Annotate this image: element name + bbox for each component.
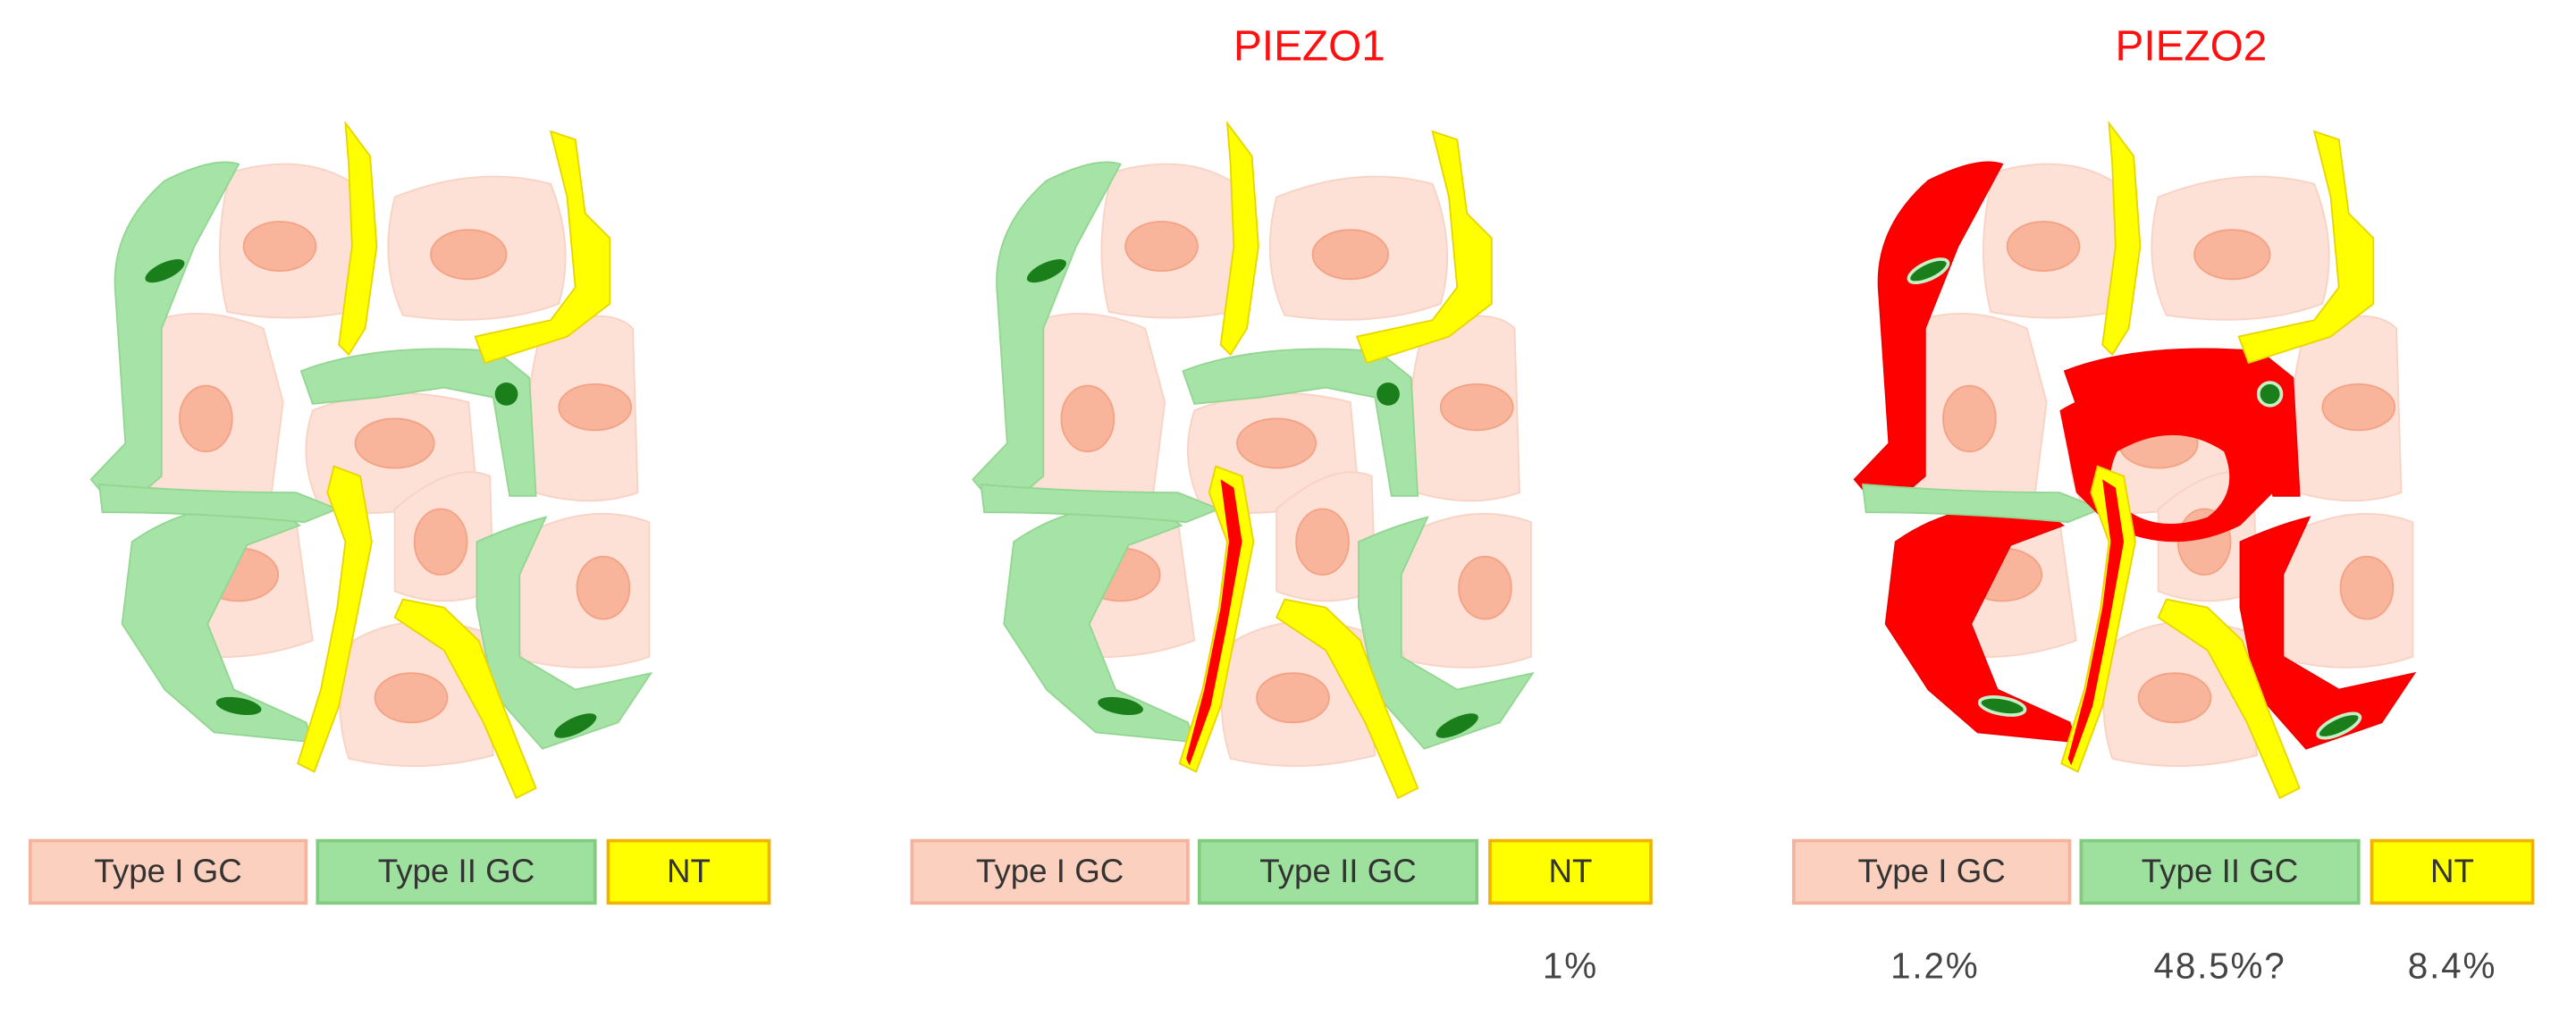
type-ii-nucleus [2316, 711, 2362, 740]
type-i-nucleus [1060, 384, 1115, 453]
nerve-terminal [393, 598, 537, 800]
percentage: 8.4% [2408, 946, 2496, 987]
nerve-terminal [338, 120, 378, 357]
type-ii-cell [97, 483, 340, 524]
type-ii-cell [1861, 483, 2103, 524]
type-i-nucleus [354, 417, 435, 469]
nerve-terminal [1219, 120, 1259, 357]
piezo-nerve-label [1186, 479, 1242, 766]
nerve-terminal [1275, 598, 1419, 800]
nerve-terminal [2157, 598, 2301, 800]
type-ii-nucleus [1907, 257, 1950, 285]
legend-label: Type I GC [976, 853, 1124, 889]
cell-cluster [89, 120, 653, 800]
type-i-nucleus [1439, 383, 1514, 432]
percentage: 48.5%? [2154, 946, 2286, 987]
type-ii-nucleus [145, 259, 185, 283]
type-ii-nucleus [2256, 381, 2284, 408]
legend-label: Type I GC [94, 853, 241, 889]
type-i-nucleus [1942, 384, 1997, 453]
type-ii-nucleus [1098, 696, 1143, 716]
type-ii-cell [1182, 348, 1419, 497]
type-i-nucleus [1311, 229, 1389, 281]
type-i-nucleus [1124, 221, 1199, 273]
nerve-terminal [1355, 130, 1493, 365]
legend-box [1791, 838, 2072, 905]
type-i-nucleus [2339, 555, 2395, 620]
legend-box [28, 838, 308, 905]
cell-cluster [1853, 120, 2417, 800]
type-ii-nucleus [1977, 695, 2027, 717]
legend-label: Type II GC [378, 853, 535, 889]
panel-title: PIEZO1 [1233, 23, 1385, 71]
type-ii-nucleus [494, 383, 518, 406]
type-i-nucleus [1295, 508, 1350, 576]
type-i-nucleus [1256, 672, 1330, 724]
type-i-nucleus [413, 508, 468, 576]
type-ii-cell [980, 483, 1222, 524]
percentage: 1% [1543, 946, 1598, 987]
legend-box [606, 838, 771, 905]
panel-title: PIEZO2 [2115, 23, 2267, 71]
type-ii-nucleus [1376, 383, 1400, 406]
nerve-terminal [2237, 130, 2375, 365]
type-i-nucleus [1236, 417, 1317, 469]
nerve-terminal [297, 465, 373, 773]
piezo2-type-ii-cell [2239, 516, 2417, 750]
type-i-nucleus [2193, 229, 2271, 281]
piezo2-type-ii-cell [1853, 161, 2004, 514]
nerve-terminal [474, 130, 611, 365]
type-i-nucleus [242, 221, 317, 273]
legend-label: NT [667, 853, 711, 889]
legend-box [316, 838, 597, 905]
legend-label: NT [2430, 853, 2474, 889]
type-i-nucleus [374, 672, 449, 724]
legend-label: Type I GC [1857, 853, 2005, 889]
legend-box [1488, 838, 1653, 905]
cell-cluster [972, 120, 1535, 800]
legend-box [1197, 838, 1479, 905]
type-i-nucleus [2006, 221, 2081, 273]
type-i-nucleus [2321, 383, 2396, 432]
legend-box [910, 838, 1190, 905]
type-i-nucleus [558, 383, 633, 432]
legend-box [2079, 838, 2361, 905]
legend-label: Type II GC [2142, 853, 2299, 889]
type-ii-nucleus [1435, 713, 1478, 738]
type-i-nucleus [576, 555, 631, 620]
type-ii-nucleus [215, 696, 262, 716]
type-ii-cell [299, 348, 537, 497]
legend-label: Type II GC [1259, 853, 1417, 889]
type-i-nucleus [179, 384, 233, 453]
type-i-nucleus [1458, 555, 1512, 620]
legend-box [2370, 838, 2535, 905]
type-i-nucleus [430, 229, 508, 281]
type-ii-nucleus [554, 713, 597, 738]
type-i-nucleus [2137, 672, 2212, 724]
type-ii-cell [89, 161, 240, 514]
percentage: 1.2% [1890, 946, 1979, 987]
type-ii-cell [972, 161, 1122, 514]
type-ii-cell [476, 516, 653, 750]
nerve-terminal [2101, 120, 2142, 357]
type-ii-nucleus [1026, 259, 1066, 283]
legend-label: NT [1548, 853, 1592, 889]
piezo-nerve-label [2067, 479, 2125, 766]
type-ii-cell [1358, 516, 1535, 750]
